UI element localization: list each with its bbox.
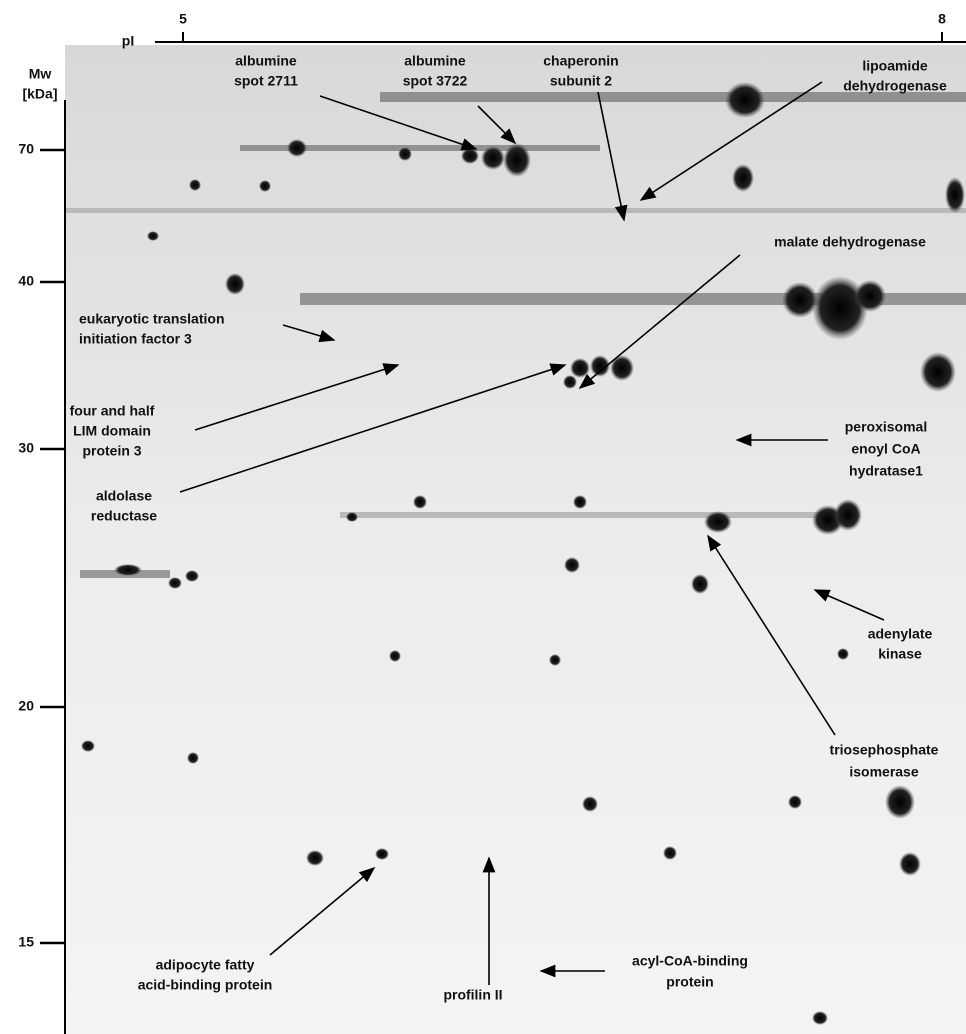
tick-label: 15 (18, 934, 34, 950)
tick-label: 30 (18, 440, 34, 456)
label: protein (666, 974, 713, 990)
tick-label: 70 (18, 141, 34, 157)
axis-label: Mw (29, 66, 52, 82)
label: acid-binding protein (138, 977, 273, 993)
label: chaperonin (543, 53, 618, 69)
gel-figure: pI 5 8 Mw [kDa] 70 40 30 20 15 albumine … (0, 0, 966, 1034)
axis-label: pI (122, 33, 134, 49)
label: enoyl CoA (851, 441, 920, 457)
label: adipocyte fatty (156, 957, 255, 973)
tick-label: 40 (18, 273, 34, 289)
label: dehydrogenase (843, 78, 947, 94)
label: aldolase (96, 488, 152, 504)
label: spot 3722 (403, 73, 468, 89)
label: lipoamide (862, 58, 928, 74)
label: albumine (235, 53, 297, 69)
page: pI 5 8 Mw [kDa] 70 40 30 20 15 albumine … (0, 0, 966, 1034)
label: protein 3 (82, 443, 141, 459)
label: malate dehydrogenase (774, 234, 926, 250)
tick-label: 20 (18, 698, 34, 714)
label: spot 2711 (234, 73, 298, 89)
label: isomerase (849, 764, 918, 780)
tick-label: 5 (179, 11, 187, 27)
label: LIM domain (73, 423, 151, 439)
label: initiation factor 3 (79, 331, 192, 347)
label: hydratase1 (849, 463, 923, 479)
label: triosephosphate (830, 742, 939, 758)
label: albumine (404, 53, 466, 69)
label: adenylate (868, 626, 933, 642)
label: kinase (878, 646, 922, 662)
mw-ticks (40, 150, 65, 943)
label: peroxisomal (845, 419, 927, 435)
gel (65, 45, 966, 1034)
label: reductase (91, 508, 157, 524)
label: eukaryotic translation (79, 311, 225, 327)
label: acyl-CoA-binding (632, 953, 748, 969)
tick-label: 8 (938, 11, 946, 27)
label: subunit 2 (550, 73, 612, 89)
label: profilin II (443, 987, 502, 1003)
label: four and half (70, 403, 155, 419)
axis-label: [kDa] (22, 86, 57, 102)
